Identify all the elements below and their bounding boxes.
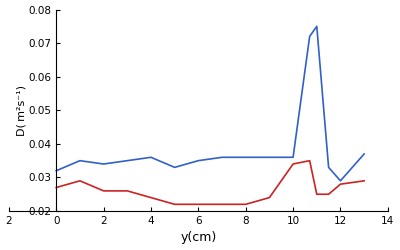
Y-axis label: D( m²s⁻¹): D( m²s⁻¹) bbox=[17, 85, 27, 136]
X-axis label: y(cm): y(cm) bbox=[180, 232, 216, 244]
